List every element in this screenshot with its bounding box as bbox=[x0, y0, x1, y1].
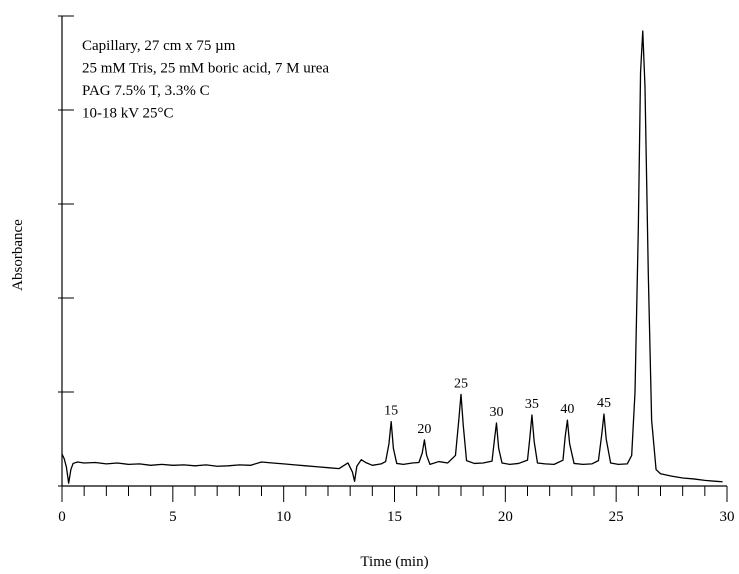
x-tick-label: 30 bbox=[720, 509, 735, 525]
x-tick-label: 5 bbox=[169, 509, 177, 525]
conditions-annotation: Capillary, 27 cm x 75 µm 25 mM Tris, 25 … bbox=[82, 38, 329, 122]
peak-label: 45 bbox=[597, 396, 611, 411]
annotation-line: 10-18 kV 25°C bbox=[82, 106, 174, 122]
x-tick-label: 10 bbox=[276, 509, 291, 525]
absorbance-trace bbox=[61, 30, 723, 484]
x-tick-label: 25 bbox=[609, 509, 624, 525]
x-ticks: 0 5 10 15 20 25 30 bbox=[58, 486, 735, 525]
x-tick-label: 15 bbox=[387, 509, 402, 525]
y-axis-label: Absorbance bbox=[10, 219, 26, 291]
x-axis-label: Time (min) bbox=[360, 554, 428, 570]
annotation-line: 25 mM Tris, 25 mM boric acid, 7 M urea bbox=[82, 61, 329, 77]
annotation-line: Capillary, 27 cm x 75 µm bbox=[82, 38, 236, 54]
x-tick-label: 0 bbox=[58, 509, 66, 525]
peak-labels: 15 20 25 30 35 40 45 bbox=[384, 376, 611, 437]
peak-label: 35 bbox=[525, 397, 539, 412]
peak-label: 25 bbox=[454, 376, 468, 391]
peak-label: 15 bbox=[384, 404, 398, 419]
peak-label: 40 bbox=[560, 402, 574, 417]
y-ticks bbox=[58, 15, 74, 487]
x-tick-label: 20 bbox=[498, 509, 513, 525]
peak-label: 30 bbox=[489, 405, 503, 420]
peak-label: 20 bbox=[417, 422, 431, 437]
annotation-line: PAG 7.5% T, 3.3% C bbox=[82, 83, 210, 99]
